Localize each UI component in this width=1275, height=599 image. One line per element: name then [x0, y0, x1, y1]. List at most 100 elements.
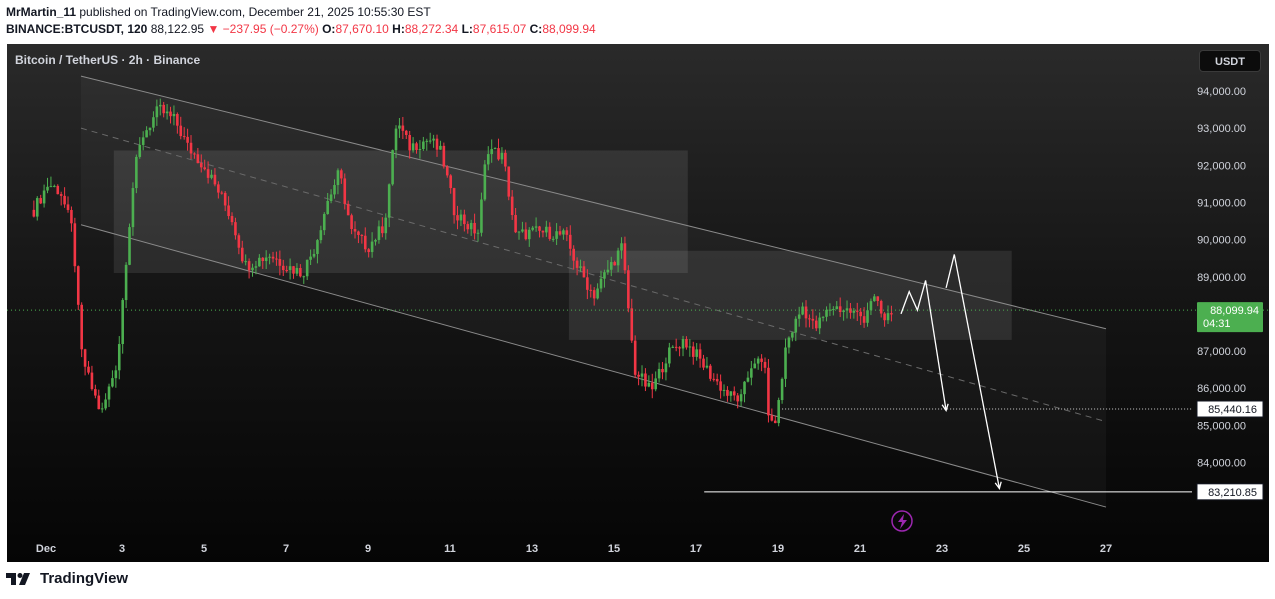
candle-body	[401, 125, 405, 131]
candle-body	[613, 262, 616, 266]
candle-body	[842, 310, 845, 313]
candle-body	[838, 306, 842, 313]
candle-body	[271, 256, 275, 259]
candle-body	[322, 214, 326, 231]
candle-body	[500, 152, 504, 160]
candle-body	[169, 111, 172, 117]
candle-body	[210, 174, 213, 178]
x-tick-label: 21	[854, 543, 866, 555]
x-tick-label: 9	[365, 543, 371, 555]
candle-body	[596, 288, 599, 299]
candle-body	[736, 395, 739, 402]
candle-body	[504, 152, 507, 167]
currency-button[interactable]: USDT	[1199, 50, 1261, 72]
candle-body	[213, 174, 217, 185]
candle-body	[206, 169, 210, 178]
chart-title: Bitcoin / TetherUS · 2h · Binance	[15, 53, 201, 67]
candle-body	[309, 256, 312, 260]
candle-body	[719, 381, 722, 391]
candle-body	[767, 367, 770, 416]
candle-body	[374, 239, 377, 242]
candle-body	[340, 170, 343, 179]
candle-body	[534, 226, 538, 228]
shaded-zones	[113, 150, 1012, 340]
candle-body	[746, 377, 750, 382]
candle-body	[227, 205, 230, 217]
target2-price-tag-label: 83,210.85	[1208, 487, 1257, 499]
candle-body	[650, 382, 654, 390]
low-label: L:	[461, 22, 473, 36]
candle-body	[111, 378, 114, 387]
candle-body	[661, 368, 664, 373]
candle-body	[497, 148, 500, 160]
candle-body	[873, 296, 876, 302]
candle-body	[285, 270, 288, 272]
candle-body	[852, 310, 856, 313]
candle-body	[524, 229, 528, 240]
last-price: 88,122.95	[150, 22, 205, 36]
candle-body	[548, 226, 552, 239]
candle-body	[94, 389, 97, 396]
candle-body	[869, 301, 873, 311]
candle-body	[42, 190, 46, 204]
candle-body	[158, 104, 162, 107]
candle-body	[439, 145, 442, 150]
candle-body	[586, 277, 589, 290]
candle-body	[890, 313, 893, 315]
candle-body	[787, 337, 791, 348]
price-chart[interactable]: 84,000.0085,000.0086,000.0087,000.0088,0…	[7, 44, 1269, 562]
candle-body	[70, 209, 73, 224]
candle-body	[456, 215, 459, 221]
tradingview-logo[interactable]: TradingView	[6, 570, 128, 587]
candle-body	[517, 231, 521, 233]
candle-body	[674, 346, 678, 348]
candle-body	[59, 194, 63, 196]
candle-body	[804, 306, 808, 319]
close-value: 88,099.94	[542, 22, 596, 36]
author-name[interactable]: MrMartin_11	[6, 5, 77, 19]
candle-body	[408, 134, 411, 151]
y-tick-label: 85,000.00	[1197, 420, 1246, 432]
candle-body	[883, 313, 886, 321]
candle-body	[237, 235, 241, 248]
candle-body	[821, 316, 825, 318]
candle-body	[39, 198, 42, 204]
candle-body	[428, 140, 432, 142]
candle-body	[770, 415, 774, 421]
x-tick-label: 13	[526, 543, 538, 555]
candle-body	[808, 318, 811, 320]
price-axis: 84,000.0085,000.0086,000.0087,000.0088,0…	[1197, 86, 1246, 470]
candle-body	[418, 149, 422, 151]
candle-body	[73, 223, 77, 267]
candle-body	[886, 313, 890, 321]
candle-body	[698, 349, 702, 359]
y-tick-label: 86,000.00	[1197, 383, 1246, 395]
candle-body	[640, 373, 644, 377]
candle-body	[527, 229, 531, 240]
candle-body	[633, 340, 637, 375]
chart-pane[interactable]: 84,000.0085,000.0086,000.0087,000.0088,0…	[7, 44, 1269, 562]
candle-body	[664, 363, 668, 373]
open-label: O:	[322, 22, 336, 36]
projection-arrow-1	[900, 280, 947, 411]
candle-body	[794, 318, 798, 333]
candle-body	[702, 358, 705, 368]
candle-body	[217, 184, 220, 193]
y-tick-label: 87,000.00	[1197, 346, 1246, 358]
x-tick-label: 15	[608, 543, 620, 555]
candle-body	[415, 143, 418, 151]
candle-body	[117, 344, 121, 371]
candle-body	[104, 399, 107, 409]
candle-body	[551, 238, 555, 240]
candle-body	[398, 125, 401, 129]
candle-body	[562, 230, 565, 235]
candle-body	[797, 314, 801, 319]
candle-body	[750, 368, 753, 378]
candle-body	[685, 339, 688, 348]
candle-body	[148, 127, 152, 131]
y-tick-label: 94,000.00	[1197, 86, 1246, 98]
candle-body	[459, 214, 463, 221]
candle-body	[575, 260, 579, 268]
channel-middle-line	[80, 127, 1107, 423]
lightning-icon[interactable]	[891, 510, 913, 532]
